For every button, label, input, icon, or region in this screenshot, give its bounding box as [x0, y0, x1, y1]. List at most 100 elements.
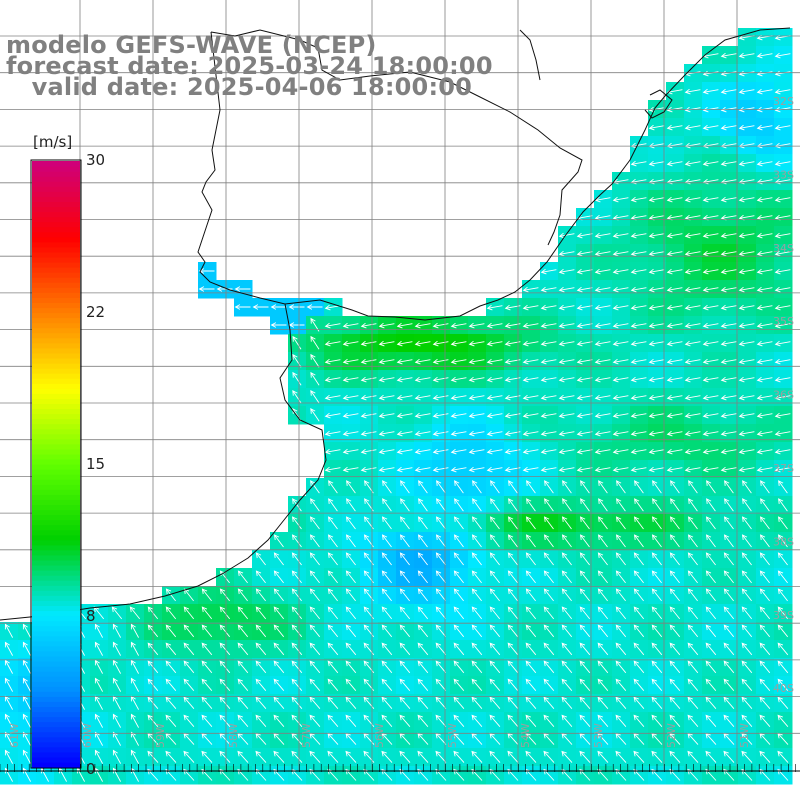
wind-arrow	[738, 340, 755, 347]
colorbar-segment	[32, 681, 80, 687]
wind-arrow	[306, 304, 323, 310]
colorbar-segment	[32, 514, 80, 521]
wind-arrow	[576, 448, 593, 455]
colorbar-segment	[32, 373, 80, 379]
wind-arrow	[702, 286, 719, 293]
longitude-label: 58W	[227, 723, 240, 748]
colorbar-tick-30: 30	[86, 151, 106, 169]
wind-arrow	[522, 286, 539, 293]
wind-arrow	[399, 696, 411, 709]
wind-arrow	[414, 358, 431, 365]
wind-arrow	[705, 588, 716, 602]
wind-arrow	[738, 394, 755, 401]
wind-arrow	[525, 606, 537, 620]
wind-arrow	[129, 606, 141, 620]
wind-arrow	[597, 516, 608, 530]
wind-arrow	[255, 696, 267, 709]
wind-arrow	[741, 570, 752, 584]
wind-arrow	[615, 552, 626, 566]
colorbar-segment	[32, 307, 80, 314]
wind-arrow	[252, 304, 269, 310]
wind-arrow	[432, 394, 449, 401]
wind-arrow	[777, 552, 788, 566]
wind-arrow	[615, 606, 627, 620]
wind-arrow	[579, 696, 591, 709]
wind-arrow	[705, 552, 716, 566]
wind-arrow	[720, 448, 737, 455]
wind-arrow	[612, 358, 629, 365]
latitude-label: 34S	[773, 242, 794, 255]
wind-arrow	[774, 322, 791, 329]
wind-arrow	[327, 534, 338, 548]
wind-arrow	[702, 250, 719, 257]
wind-arrow	[720, 340, 737, 347]
wind-arrow	[507, 570, 518, 584]
wind-arrow	[544, 498, 554, 512]
wind-arrow	[594, 340, 611, 347]
colorbar-segment	[32, 751, 80, 758]
wind-arrow	[756, 124, 773, 131]
wind-arrow	[738, 88, 755, 95]
wind-arrow	[633, 516, 644, 530]
wind-arrow	[345, 552, 356, 566]
wind-arrow	[486, 412, 503, 419]
colorbar-segment	[32, 585, 80, 591]
wind-arrow	[396, 430, 413, 437]
wind-arrow	[666, 250, 683, 257]
wind-arrow	[345, 660, 357, 674]
wind-arrow	[360, 340, 377, 347]
wind-arrow	[255, 570, 266, 584]
wind-arrow	[130, 713, 139, 728]
wind-arrow	[612, 448, 629, 455]
wind-arrow	[540, 412, 557, 419]
wind-arrow	[522, 358, 539, 365]
wind-arrow	[648, 286, 665, 293]
colorbar-segment	[32, 696, 80, 702]
wind-arrow	[198, 286, 215, 292]
wind-arrow	[741, 588, 752, 602]
wind-arrow	[684, 376, 701, 383]
lagoon-outline	[644, 89, 673, 119]
wind-arrow	[112, 641, 121, 656]
wind-arrow	[468, 394, 485, 401]
wind-arrow	[291, 660, 303, 674]
wind-arrow	[507, 678, 519, 691]
colorbar-segment	[32, 489, 80, 495]
wind-arrow	[684, 412, 701, 419]
wind-arrow	[309, 714, 321, 727]
colorbar-segment	[32, 246, 80, 253]
wind-arrow	[399, 552, 410, 566]
wind-arrow	[486, 340, 503, 347]
wind-arrow	[237, 678, 249, 691]
wind-arrow	[738, 358, 755, 365]
wind-arrow	[561, 642, 573, 656]
colorbar-segment	[32, 342, 80, 349]
colorbar-segment	[32, 701, 80, 707]
wind-arrow	[756, 52, 773, 59]
wind-arrow	[666, 358, 683, 365]
wind-arrow	[543, 588, 554, 602]
wind-arrow	[561, 552, 572, 566]
wind-arrow	[774, 376, 791, 383]
wind-arrow	[489, 588, 500, 602]
wind-arrow	[471, 606, 483, 620]
wind-arrow	[774, 88, 791, 95]
longitude-label: 52W	[665, 723, 678, 748]
wind-arrow	[273, 678, 285, 691]
wind-arrow	[741, 696, 753, 709]
wind-arrow	[309, 570, 320, 584]
wind-arrow	[381, 606, 393, 620]
colorbar-tick-8: 8	[86, 607, 96, 625]
wind-arrow	[720, 268, 737, 275]
wind-arrow	[759, 714, 771, 727]
wind-arrow	[540, 322, 557, 329]
wind-arrow	[273, 714, 285, 727]
wind-arrow	[669, 660, 681, 674]
wind-arrow	[507, 552, 518, 566]
wind-arrow	[525, 624, 537, 638]
wind-arrow	[720, 52, 737, 59]
colorbar-segment	[32, 458, 80, 465]
coastline-outline	[197, 27, 791, 321]
wind-arrow	[489, 642, 501, 656]
wind-arrow	[435, 552, 446, 566]
